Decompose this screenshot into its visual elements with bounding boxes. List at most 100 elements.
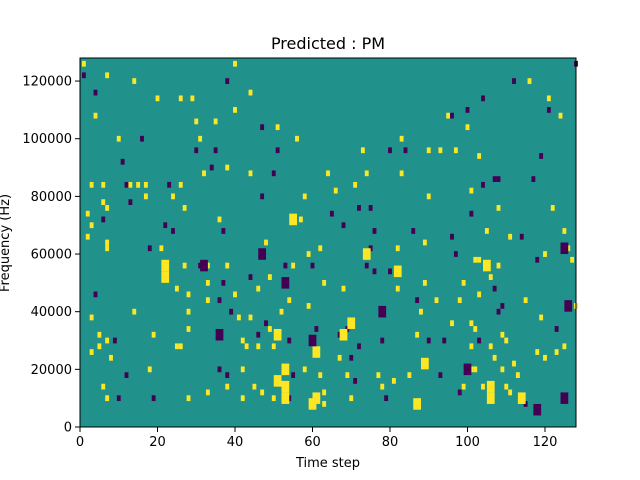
heatmap-block [421, 357, 429, 370]
heatmap-cell [539, 314, 544, 321]
heatmap-cell [105, 395, 110, 402]
y-tick-label: 0 [64, 421, 72, 436]
y-axis-label: Frequency (Hz) [0, 194, 13, 292]
heatmap-cell [298, 216, 303, 223]
heatmap-block [560, 392, 569, 404]
heatmap-cell [477, 256, 482, 263]
heatmap-cell [500, 331, 505, 338]
heatmap-cell [256, 285, 261, 292]
heatmap-block [258, 248, 266, 260]
heatmap-cell [527, 78, 532, 84]
heatmap-block [339, 328, 348, 341]
heatmap-cell [504, 383, 509, 390]
heatmap-cell [240, 337, 245, 344]
x-tick-label: 120 [533, 435, 558, 450]
heatmap-block [560, 242, 569, 255]
heatmap-cell [89, 222, 94, 229]
heatmap-cell [481, 181, 485, 188]
heatmap-cell [128, 199, 133, 206]
heatmap-cell [186, 291, 191, 298]
heatmap-cell [496, 176, 501, 182]
heatmap-cell [89, 314, 94, 321]
heatmap-cell [302, 193, 307, 200]
x-tick-label: 100 [455, 435, 480, 450]
y-tick-label: 120000 [22, 75, 72, 90]
heatmap-cell [283, 262, 288, 269]
heatmap-cell [415, 331, 420, 338]
y-tick-label: 60000 [31, 248, 72, 263]
heatmap-cell [178, 95, 183, 102]
heatmap-cell [124, 372, 129, 378]
heatmap-cell [132, 308, 137, 315]
heatmap-cell [93, 89, 98, 96]
heatmap-cell [469, 320, 474, 327]
heatmap-cell [287, 337, 292, 344]
heatmap-cell [322, 401, 327, 407]
heatmap-cell [329, 210, 334, 217]
heatmap-cell [539, 153, 544, 159]
heatmap-cell [465, 124, 470, 131]
heatmap-cell [221, 228, 226, 234]
heatmap-cell [411, 228, 416, 234]
heatmap-cell [388, 147, 392, 154]
heatmap-cell [446, 112, 451, 119]
heatmap-block [483, 259, 491, 272]
heatmap-cell [174, 343, 179, 350]
heatmap-cell [535, 349, 540, 355]
heatmap-cell [391, 377, 396, 384]
heatmap-cell [512, 360, 516, 367]
heatmap-cell [422, 239, 427, 246]
heatmap-cell [558, 112, 563, 119]
heatmap-cell [155, 95, 160, 102]
heatmap-cell [233, 107, 237, 113]
heatmap-cell [461, 279, 466, 286]
heatmap-cell [488, 274, 493, 280]
heatmap-cell [101, 199, 106, 206]
heatmap-cell [442, 337, 447, 344]
heatmap-cell [295, 135, 299, 142]
heatmap-cell [225, 78, 230, 84]
heatmap-cell [508, 233, 513, 240]
heatmap-cell [349, 395, 354, 402]
heatmap-cell [399, 135, 404, 142]
heatmap-cell [519, 233, 524, 240]
x-tick-label: 0 [76, 435, 84, 450]
heatmap-cell [469, 343, 474, 350]
heatmap-cell [97, 331, 102, 338]
heatmap-cell [554, 326, 559, 332]
heatmap-cell [333, 187, 338, 194]
heatmap-cell [233, 291, 237, 298]
heatmap-cell [217, 216, 222, 223]
heatmap-cell [291, 262, 296, 269]
heatmap-cell [81, 60, 86, 67]
x-axis: 0 20 40 60 80 100 120 [76, 427, 558, 450]
heatmap-block [308, 334, 317, 347]
heatmap-cell [275, 147, 280, 154]
heatmap-cell [523, 297, 528, 304]
heatmap-cell [116, 135, 121, 142]
heatmap-cell [128, 181, 133, 188]
heatmap-cell [105, 245, 110, 252]
heatmap-cell [473, 256, 478, 263]
heatmap-cell [240, 366, 245, 373]
x-axis-label: Time step [295, 456, 360, 471]
heatmap-cell [492, 354, 497, 361]
heatmap-cell [225, 383, 230, 390]
heatmap-cell [151, 395, 156, 402]
heatmap-cell [512, 78, 516, 84]
heatmap-cell [147, 245, 152, 252]
heatmap-cell [140, 135, 144, 142]
heatmap-cell [260, 389, 265, 396]
heatmap-cell [535, 256, 540, 263]
heatmap-cell [85, 233, 90, 240]
heatmap-cell [399, 170, 404, 177]
heatmap-cell [171, 228, 175, 234]
heatmap-block [486, 392, 495, 404]
heatmap-cell [353, 377, 358, 384]
heatmap-cell [213, 147, 218, 154]
heatmap-cell [178, 343, 183, 350]
heatmap-cell [376, 372, 381, 378]
heatmap-cell [353, 181, 358, 188]
heatmap-cell [205, 297, 210, 304]
heatmap-cell [256, 331, 261, 338]
